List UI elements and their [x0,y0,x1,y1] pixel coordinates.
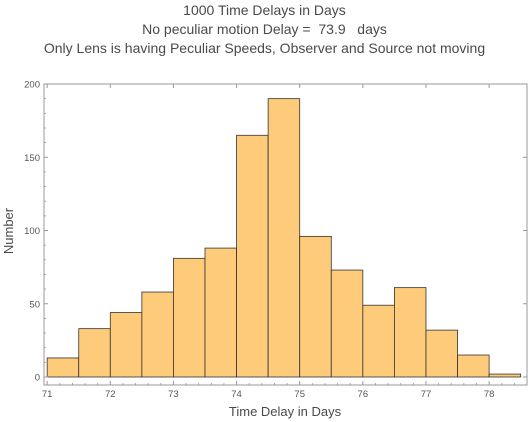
plot-frame [43,83,528,386]
histogram-bar [204,247,237,378]
x-tick-label: 72 [105,389,116,400]
histogram-bar [394,287,427,378]
y-axis-ticks: 0 50 100 150 200 [24,80,527,384]
histogram-bar [488,373,522,378]
x-tick-label: 74 [231,389,242,400]
y-tick-label: 200 [24,80,40,91]
histogram-bar [173,257,206,378]
title-line-2: No peculiar motion Delay = 73.9 days [142,21,387,37]
histogram-bar [109,312,143,378]
histogram-bar [78,328,111,378]
y-tick-label: 100 [24,226,40,237]
histogram-bar [299,235,332,378]
x-tick-label: 76 [358,389,369,400]
title-line-3: Only Lens is having Peculiar Speeds, Obs… [43,40,486,56]
chart-title: 1000 Time Delays in Days No peculiar mot… [0,1,529,58]
x-axis-ticks: 71 72 73 74 75 76 77 78 [42,84,515,400]
histogram-bar [330,269,364,378]
histogram-bar [236,134,269,378]
histogram-bar [46,357,80,378]
x-tick-label: 77 [421,389,432,400]
histogram-bar [267,98,301,378]
title-line-1: 1000 Time Delays in Days [183,2,346,18]
histogram-bar [425,329,458,378]
histogram-bar [362,304,395,378]
y-tick-label: 50 [29,299,40,310]
y-axis-label: Number [1,207,16,254]
plot-border [43,83,528,386]
y-tick-label: 150 [24,153,40,164]
x-tick-label: 75 [294,389,305,400]
histogram-bar [141,291,174,378]
bars-group [46,98,522,378]
y-tick-label: 0 [35,373,40,384]
x-axis-label: Time Delay in Days [229,404,342,419]
x-tick-label: 73 [168,389,179,400]
histogram-bar [457,354,490,378]
x-tick-label: 71 [42,389,53,400]
x-tick-label: 78 [484,389,495,400]
